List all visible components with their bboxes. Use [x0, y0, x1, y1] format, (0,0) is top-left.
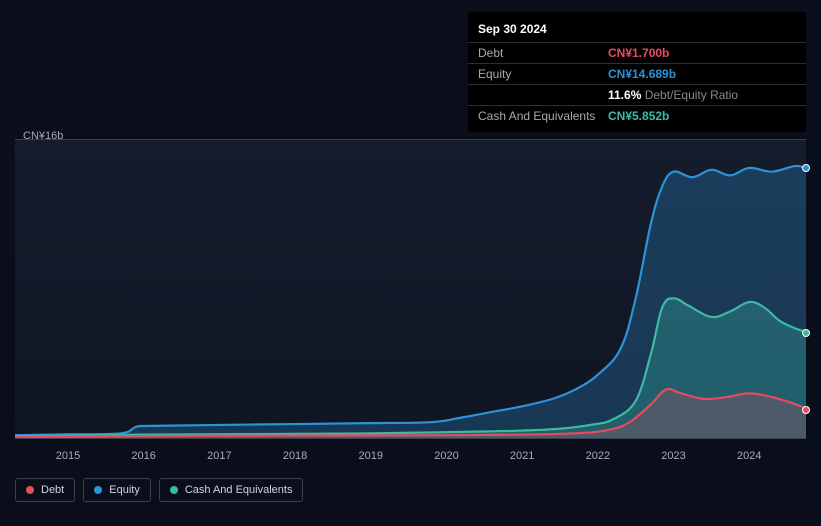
tooltip-value: 11.6% Debt/Equity Ratio	[608, 88, 738, 102]
series-endpoint	[802, 164, 810, 172]
legend: Debt Equity Cash And Equivalents	[15, 478, 303, 502]
legend-label: Cash And Equivalents	[185, 484, 293, 496]
x-axis-label: 2019	[359, 450, 383, 462]
tooltip-label	[478, 88, 608, 102]
plot-area[interactable]	[15, 139, 806, 439]
legend-label: Debt	[41, 484, 64, 496]
summary-tooltip: Sep 30 2024 DebtCN¥1.700bEquityCN¥14.689…	[468, 12, 806, 132]
x-axis-label: 2015	[56, 450, 80, 462]
legend-label: Equity	[109, 484, 140, 496]
x-axis-label: 2020	[434, 450, 458, 462]
series-endpoint	[802, 406, 810, 414]
tooltip-value: CN¥1.700b	[608, 46, 669, 60]
x-axis-label: 2023	[661, 450, 685, 462]
x-axis: 2015 2016 2017 2018 2019 2020 2021 2022 2023 2024	[15, 450, 806, 470]
legend-dot-icon	[170, 486, 178, 494]
tooltip-row: EquityCN¥14.689b	[468, 63, 806, 84]
x-axis-label: 2024	[737, 450, 761, 462]
tooltip-label: Debt	[478, 46, 608, 60]
tooltip-row: DebtCN¥1.700b	[468, 42, 806, 63]
x-axis-label: 2018	[283, 450, 307, 462]
legend-item[interactable]: Equity	[83, 478, 151, 502]
x-axis-label: 2022	[586, 450, 610, 462]
x-axis-label: 2021	[510, 450, 534, 462]
tooltip-date: Sep 30 2024	[468, 18, 806, 42]
series-endpoint	[802, 329, 810, 337]
legend-item[interactable]: Cash And Equivalents	[159, 478, 304, 502]
x-axis-label: 2016	[131, 450, 155, 462]
legend-dot-icon	[26, 486, 34, 494]
legend-dot-icon	[94, 486, 102, 494]
tooltip-value: CN¥14.689b	[608, 67, 676, 81]
x-axis-label: 2017	[207, 450, 231, 462]
tooltip-label: Equity	[478, 67, 608, 81]
legend-item[interactable]: Debt	[15, 478, 75, 502]
chart: CN¥16bCN¥0 20152016201720182019202020212…	[15, 120, 806, 511]
tooltip-row: 11.6% Debt/Equity Ratio	[468, 84, 806, 105]
